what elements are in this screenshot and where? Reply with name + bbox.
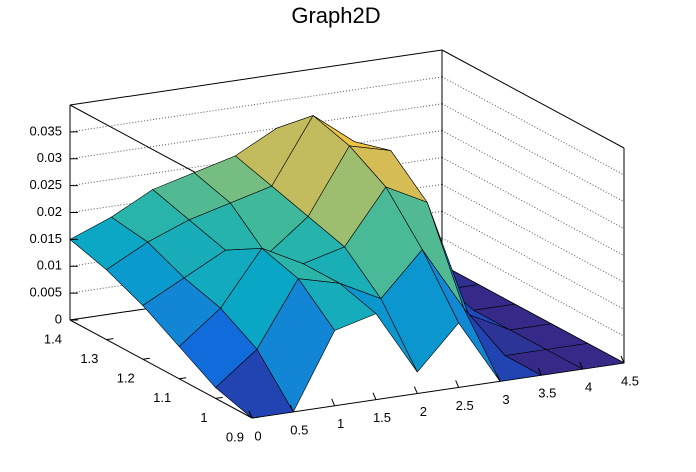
- y-tick: [179, 377, 187, 380]
- x-tick: [455, 380, 460, 388]
- y-tick: [106, 338, 114, 341]
- z-tick-label: 0.005: [29, 285, 62, 300]
- x-tick: [289, 404, 294, 413]
- x-tick-label: 1.5: [373, 410, 391, 425]
- box-edge: [69, 49, 443, 106]
- x-tick: [248, 410, 253, 419]
- x-tick: [413, 386, 418, 394]
- y-tick: [215, 396, 223, 399]
- x-tick-label: 2: [420, 404, 427, 419]
- y-tick-label: 1.2: [117, 371, 135, 386]
- z-tick-label: 0.01: [37, 258, 62, 273]
- x-tick: [331, 398, 336, 406]
- z-tick-label: 0: [55, 311, 62, 326]
- z-tick-label: 0.015: [29, 231, 62, 246]
- y-tick-label: 0.9: [226, 429, 244, 444]
- y-tick-label: 1.1: [153, 390, 171, 405]
- z-tick-label: 0.025: [29, 177, 62, 192]
- x-tick: [372, 392, 377, 400]
- z-tick-label: 0.03: [37, 150, 62, 165]
- y-tick-label: 1.3: [80, 351, 98, 366]
- chart-title: Graph2D: [291, 3, 380, 28]
- surface-cell: [215, 348, 294, 419]
- x-tick-label: 0.5: [290, 422, 308, 437]
- y-tick: [251, 416, 260, 419]
- y-tick: [69, 318, 78, 321]
- x-tick: [537, 368, 542, 376]
- x-tick: [620, 355, 625, 364]
- x-tick-label: 4.5: [621, 373, 639, 388]
- y-tick: [142, 357, 150, 360]
- z-tick-label: 0.02: [37, 204, 62, 219]
- x-tick-label: 0: [254, 428, 261, 443]
- x-tick: [496, 374, 501, 382]
- y-tick-label: 1.4: [44, 331, 62, 346]
- z-tick-label: 0.035: [29, 123, 62, 138]
- x-tick-label: 1: [337, 416, 344, 431]
- x-tick-label: 3: [502, 392, 509, 407]
- x-tick-label: 4: [585, 380, 592, 395]
- box-edge: [69, 319, 253, 419]
- x-tick: [579, 361, 584, 370]
- y-tick-label: 1: [200, 410, 207, 425]
- box-edge: [441, 49, 625, 149]
- x-tick-label: 2.5: [456, 398, 474, 413]
- x-tick-label: 3.5: [538, 386, 556, 401]
